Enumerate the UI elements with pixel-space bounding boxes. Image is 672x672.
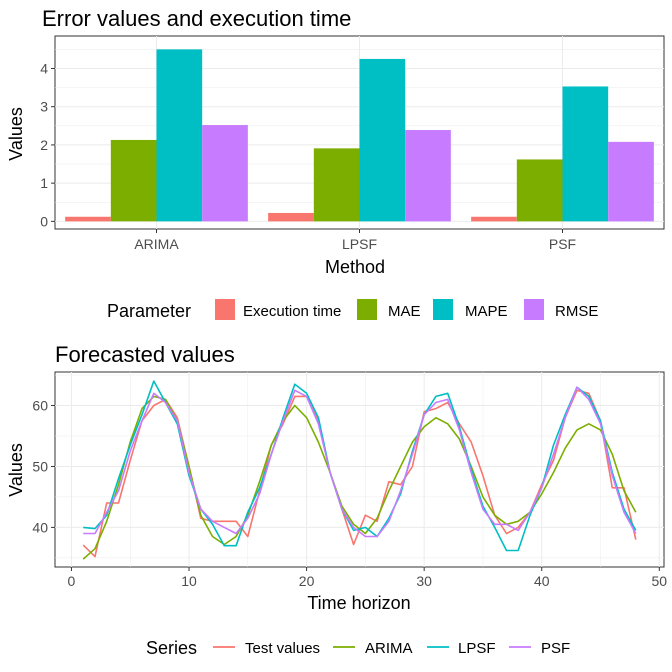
x-tick-label: PSF <box>549 236 576 252</box>
bar <box>516 159 563 222</box>
x-tick-label: 30 <box>416 573 432 589</box>
x-tick-label: ARIMA <box>134 236 179 252</box>
y-tick-label: 0 <box>40 213 48 229</box>
bar <box>313 148 360 222</box>
legend-label: Test values <box>245 640 320 657</box>
bar <box>65 216 111 222</box>
bar <box>405 130 451 222</box>
bar <box>359 58 406 222</box>
legend-label: MAE <box>388 303 421 320</box>
bar <box>110 139 157 222</box>
bar-chart: Error values and execution time 0 1 2 3 4 ARI… <box>6 6 665 321</box>
legend-key <box>357 299 377 320</box>
legend-label: ARIMA <box>365 640 413 657</box>
y-tick-label: 40 <box>32 519 48 535</box>
bar <box>471 216 517 222</box>
bar-chart-title: Error values and execution time <box>42 6 351 31</box>
legend-label: MAPE <box>465 303 508 320</box>
bar <box>268 212 314 222</box>
bar-chart-y-axis-title: Values <box>6 107 26 161</box>
x-tick-label: 20 <box>299 573 315 589</box>
bar-chart-legend: Parameter Execution time MAE MAPE RMSE <box>107 299 598 321</box>
line-chart-legend: Series Test values ARIMA LPSF PSF <box>146 638 570 658</box>
legend-key <box>215 299 235 320</box>
y-tick-label: 1 <box>40 175 48 191</box>
y-tick-label: 4 <box>40 60 48 76</box>
y-tick-label: 3 <box>40 99 48 115</box>
x-tick-label: 0 <box>68 573 76 589</box>
x-tick-label: 50 <box>652 573 668 589</box>
line-chart: Forecasted values 40 50 60 0 10 20 30 40 50 Time… <box>6 342 667 658</box>
x-tick-label: 10 <box>181 573 197 589</box>
line-legend-title: Series <box>146 638 197 658</box>
bar-chart-axes: 0 1 2 3 4 ARIMA LPSF PSF <box>40 60 576 252</box>
legend-label: RMSE <box>555 303 598 320</box>
bar <box>562 86 609 222</box>
line-chart-title: Forecasted values <box>55 342 235 367</box>
legend-key <box>524 299 544 320</box>
bar-chart-x-axis-title: Method <box>325 257 385 277</box>
bar-legend-title: Parameter <box>107 301 191 321</box>
bar <box>608 141 654 222</box>
line-chart-gridlines <box>55 372 664 567</box>
series-line <box>83 386 637 538</box>
bar <box>156 49 203 222</box>
x-tick-label: LPSF <box>342 236 377 252</box>
y-tick-label: 2 <box>40 137 48 153</box>
legend-label: Execution time <box>243 303 341 320</box>
line-chart-x-axis-title: Time horizon <box>307 593 410 613</box>
bar-chart-bars <box>65 49 654 222</box>
bar <box>202 125 248 222</box>
y-tick-label: 50 <box>32 458 48 474</box>
x-tick-label: 40 <box>534 573 550 589</box>
legend-label: LPSF <box>458 640 496 657</box>
line-chart-series <box>82 380 637 560</box>
legend-label: PSF <box>541 640 570 657</box>
line-chart-y-axis-title: Values <box>6 443 26 497</box>
line-chart-axes: 40 50 60 0 10 20 30 40 50 <box>32 398 667 589</box>
legend-key <box>433 299 453 320</box>
y-tick-label: 60 <box>32 398 48 414</box>
